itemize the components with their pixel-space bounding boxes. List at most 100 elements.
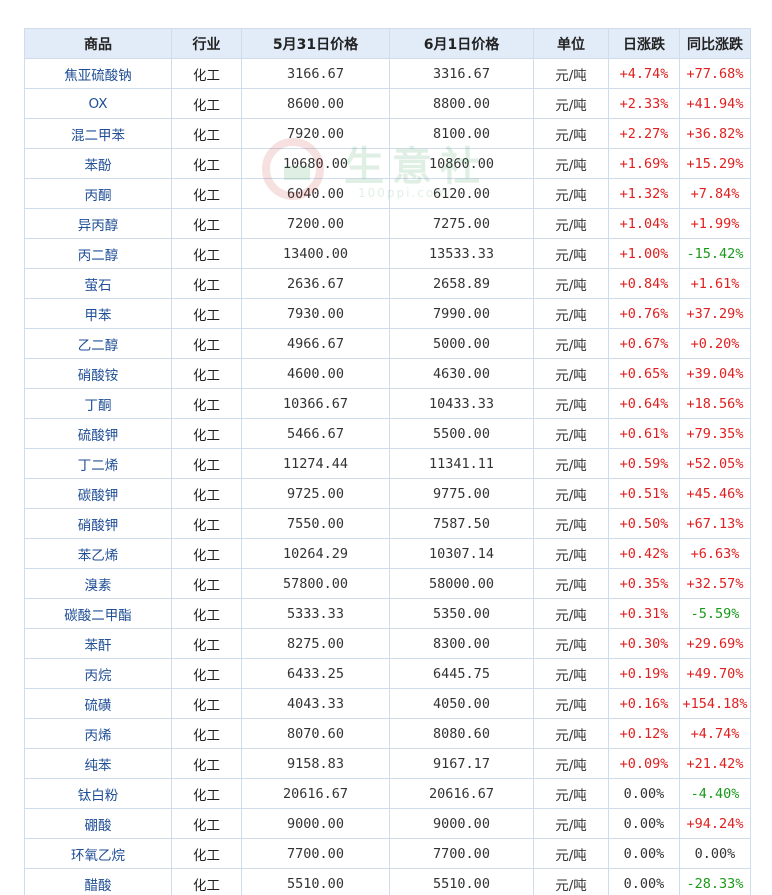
daily-change-cell: +1.32% [608,178,680,209]
commodity-name-link[interactable]: 萤石 [24,268,172,299]
commodity-name-link[interactable]: 溴素 [24,568,172,599]
price-jun1-cell: 2658.89 [389,268,534,299]
industry-cell: 化工 [171,148,242,179]
commodity-name-link[interactable]: 丙二醇 [24,238,172,269]
col-header-price-jun1[interactable]: 6月1日价格 [389,28,534,59]
unit-cell: 元/吨 [533,538,609,569]
yoy-change-cell: +36.82% [679,118,751,149]
header-row: 商品 行业 5月31日价格 6月1日价格 单位 日涨跌 同比涨跌 [24,28,751,59]
col-header-commodity[interactable]: 商品 [24,28,172,59]
unit-cell: 元/吨 [533,268,609,299]
commodity-name-link[interactable]: 碳酸钾 [24,478,172,509]
unit-cell: 元/吨 [533,688,609,719]
daily-change-cell: +0.30% [608,628,680,659]
price-jun1-cell: 8300.00 [389,628,534,659]
price-may31-cell: 5510.00 [241,868,390,895]
unit-cell: 元/吨 [533,868,609,895]
col-header-daily-change[interactable]: 日涨跌 [608,28,680,59]
price-jun1-cell: 6445.75 [389,658,534,689]
table-row: 焦亚硫酸钠 化工 3166.67 3316.67 元/吨 +4.74% +77.68% [24,58,751,89]
daily-change-cell: +1.00% [608,238,680,269]
unit-cell: 元/吨 [533,178,609,209]
daily-change-cell: +0.67% [608,328,680,359]
price-jun1-cell: 7700.00 [389,838,534,869]
daily-change-cell: +0.12% [608,718,680,749]
commodity-name-link[interactable]: 丁酮 [24,388,172,419]
daily-change-cell: +0.50% [608,508,680,539]
commodity-name-link[interactable]: 混二甲苯 [24,118,172,149]
yoy-change-cell: -28.33% [679,868,751,895]
unit-cell: 元/吨 [533,88,609,119]
unit-cell: 元/吨 [533,718,609,749]
table-row: 硝酸铵 化工 4600.00 4630.00 元/吨 +0.65% +39.04% [24,358,751,389]
price-jun1-cell: 5000.00 [389,328,534,359]
commodity-name-link[interactable]: 苯酚 [24,148,172,179]
price-may31-cell: 2636.67 [241,268,390,299]
yoy-change-cell: +39.04% [679,358,751,389]
commodity-name-link[interactable]: 钛白粉 [24,778,172,809]
commodity-name-link[interactable]: 硼酸 [24,808,172,839]
unit-cell: 元/吨 [533,748,609,779]
unit-cell: 元/吨 [533,358,609,389]
commodity-name-link[interactable]: 焦亚硫酸钠 [24,58,172,89]
commodity-name-link[interactable]: 丁二烯 [24,448,172,479]
commodity-name-link[interactable]: OX [24,88,172,119]
price-jun1-cell: 8800.00 [389,88,534,119]
industry-cell: 化工 [171,328,242,359]
unit-cell: 元/吨 [533,148,609,179]
commodity-name-link[interactable]: 碳酸二甲酯 [24,598,172,629]
commodity-name-link[interactable]: 硫酸钾 [24,418,172,449]
yoy-change-cell: +77.68% [679,58,751,89]
commodity-name-link[interactable]: 硫磺 [24,688,172,719]
col-header-unit[interactable]: 单位 [533,28,609,59]
industry-cell: 化工 [171,268,242,299]
commodity-name-link[interactable]: 异丙醇 [24,208,172,239]
unit-cell: 元/吨 [533,568,609,599]
daily-change-cell: +0.61% [608,418,680,449]
table-row: OX 化工 8600.00 8800.00 元/吨 +2.33% +41.94% [24,88,751,119]
price-jun1-cell: 9000.00 [389,808,534,839]
commodity-name-link[interactable]: 苯乙烯 [24,538,172,569]
industry-cell: 化工 [171,628,242,659]
commodity-name-link[interactable]: 环氧乙烷 [24,838,172,869]
col-header-industry[interactable]: 行业 [171,28,242,59]
price-may31-cell: 8070.60 [241,718,390,749]
industry-cell: 化工 [171,298,242,329]
industry-cell: 化工 [171,598,242,629]
commodity-name-link[interactable]: 乙二醇 [24,328,172,359]
unit-cell: 元/吨 [533,328,609,359]
commodity-name-link[interactable]: 醋酸 [24,868,172,895]
industry-cell: 化工 [171,658,242,689]
commodity-name-link[interactable]: 丙烯 [24,718,172,749]
yoy-change-cell: +41.94% [679,88,751,119]
price-jun1-cell: 5510.00 [389,868,534,895]
unit-cell: 元/吨 [533,208,609,239]
commodity-name-link[interactable]: 苯酐 [24,628,172,659]
daily-change-cell: +2.27% [608,118,680,149]
yoy-change-cell: +79.35% [679,418,751,449]
commodity-name-link[interactable]: 甲苯 [24,298,172,329]
col-header-yoy-change[interactable]: 同比涨跌 [679,28,751,59]
daily-change-cell: +0.84% [608,268,680,299]
yoy-change-cell: +45.46% [679,478,751,509]
table-row: 丙烷 化工 6433.25 6445.75 元/吨 +0.19% +49.70% [24,658,751,689]
price-jun1-cell: 20616.67 [389,778,534,809]
table-row: 丙酮 化工 6040.00 6120.00 元/吨 +1.32% +7.84% [24,178,751,209]
col-header-price-may31[interactable]: 5月31日价格 [241,28,390,59]
commodity-name-link[interactable]: 纯苯 [24,748,172,779]
yoy-change-cell: +49.70% [679,658,751,689]
commodity-name-link[interactable]: 丙酮 [24,178,172,209]
price-may31-cell: 8600.00 [241,88,390,119]
table-body: 焦亚硫酸钠 化工 3166.67 3316.67 元/吨 +4.74% +77.68% OX 化… [24,58,751,895]
industry-cell: 化工 [171,478,242,509]
industry-cell: 化工 [171,808,242,839]
yoy-change-cell: +0.20% [679,328,751,359]
commodity-name-link[interactable]: 硝酸钾 [24,508,172,539]
industry-cell: 化工 [171,568,242,599]
yoy-change-cell: +7.84% [679,178,751,209]
table-row: 硝酸钾 化工 7550.00 7587.50 元/吨 +0.50% +67.13% [24,508,751,539]
commodity-name-link[interactable]: 硝酸铵 [24,358,172,389]
industry-cell: 化工 [171,238,242,269]
commodity-name-link[interactable]: 丙烷 [24,658,172,689]
industry-cell: 化工 [171,178,242,209]
